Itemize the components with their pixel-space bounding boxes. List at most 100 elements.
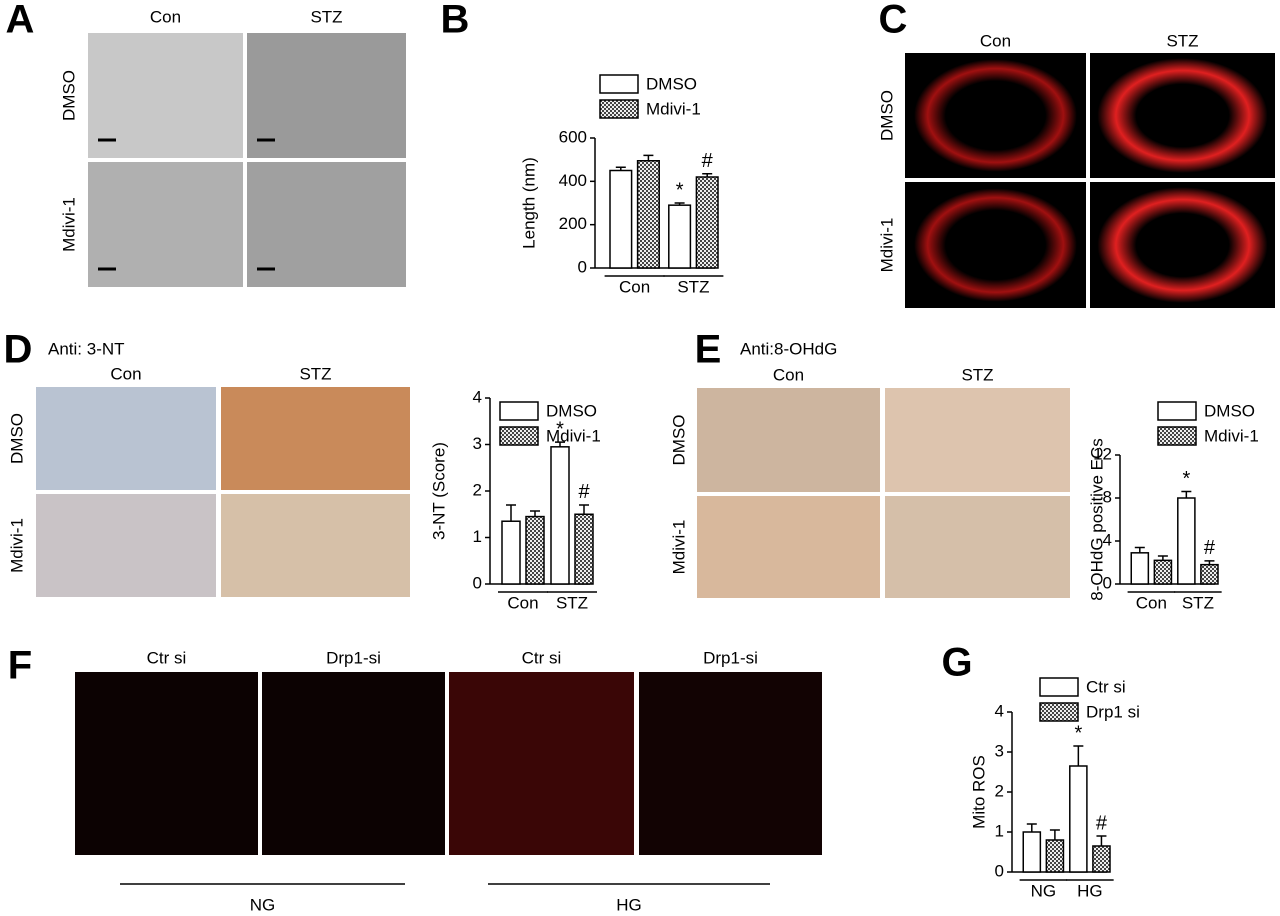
bar — [1130, 552, 1150, 585]
legend-swatch — [1039, 677, 1079, 697]
micrograph — [697, 496, 880, 598]
error-bar — [506, 504, 516, 522]
row-label: Mdivi-1 — [59, 197, 78, 252]
group-label: NG — [250, 895, 276, 914]
legend-swatch — [499, 426, 539, 446]
micrograph — [697, 388, 880, 492]
error-bar — [530, 510, 540, 517]
y-axis-label: Mito ROS — [969, 755, 988, 829]
micrograph — [449, 672, 634, 855]
x-tick-label: Con — [619, 277, 650, 296]
x-tick-label: STZ — [556, 593, 588, 612]
y-axis-label: 3-NT (Score) — [429, 442, 448, 540]
row-label: DMSO — [7, 413, 26, 464]
significance-marker: # — [1204, 537, 1216, 559]
y-tick-label: 0 — [1103, 573, 1112, 592]
y-tick-label: 600 — [559, 127, 587, 146]
column-label: STZ — [1166, 31, 1198, 50]
column-label: Con — [773, 365, 804, 384]
micrograph — [247, 162, 406, 287]
micrograph — [1090, 182, 1275, 308]
row-label: Mdivi-1 — [7, 518, 26, 573]
column-label: Con — [110, 364, 141, 383]
bar — [609, 169, 633, 269]
significance-marker: * — [676, 179, 684, 201]
legend-swatch — [1157, 401, 1197, 421]
error-bar — [1181, 490, 1192, 498]
y-tick-label: 400 — [559, 171, 587, 190]
y-tick-label: 0 — [995, 861, 1004, 880]
micrograph — [885, 496, 1070, 598]
y-tick-label: 1 — [473, 527, 482, 546]
error-bar — [1026, 823, 1037, 832]
y-tick-label: 2 — [473, 480, 482, 499]
error-bar — [1204, 560, 1215, 565]
micrograph — [221, 494, 410, 597]
y-axis-label: Length (nm) — [519, 157, 538, 249]
row-label: Mdivi-1 — [669, 520, 688, 575]
y-tick-label: 8 — [1103, 487, 1112, 506]
x-tick-label: HG — [1077, 881, 1103, 900]
legend-swatch — [599, 74, 639, 94]
y-tick-label: 1 — [995, 821, 1004, 840]
bar — [501, 520, 521, 585]
x-tick-label: Con — [507, 593, 538, 612]
micrograph — [36, 494, 216, 597]
error-bar — [643, 154, 654, 161]
x-tick-label: Con — [1136, 593, 1167, 612]
significance-marker: * — [1074, 722, 1082, 744]
bar — [668, 204, 692, 269]
y-tick-label: 4 — [995, 701, 1004, 720]
column-label: Ctr si — [522, 648, 562, 667]
stain-label: Anti: 3-NT — [48, 339, 125, 358]
micrograph — [885, 388, 1070, 492]
panel-letter: B — [441, 0, 470, 42]
micrograph — [36, 387, 216, 490]
bar — [1177, 497, 1196, 585]
bar — [1200, 563, 1219, 585]
panel-letter: D — [4, 328, 33, 372]
group-label: HG — [616, 895, 642, 914]
error-bar — [579, 504, 589, 515]
micrograph — [75, 672, 258, 855]
panel-letter: A — [6, 0, 35, 42]
legend-swatch — [1039, 702, 1079, 722]
error-bar — [615, 166, 626, 171]
error-bar — [1073, 745, 1084, 766]
bar — [636, 160, 660, 269]
micrograph — [221, 387, 410, 490]
y-tick-label: 2 — [995, 781, 1004, 800]
y-tick-label: 0 — [578, 257, 587, 276]
column-label: Drp1-si — [326, 648, 381, 667]
error-bar — [1134, 546, 1145, 553]
column-label: Ctr si — [147, 648, 187, 667]
bar — [695, 176, 719, 269]
significance-marker: # — [702, 150, 714, 172]
bar — [1069, 765, 1088, 873]
column-label: Con — [980, 31, 1011, 50]
panel-letter: F — [8, 644, 32, 688]
legend-label: DMSO — [1204, 401, 1255, 420]
legend-label: Drp1 si — [1086, 702, 1140, 721]
panel-letter: C — [879, 0, 908, 42]
significance-marker: * — [1182, 468, 1190, 490]
micrograph — [88, 162, 243, 287]
micrograph — [1090, 53, 1275, 178]
bar — [550, 446, 570, 585]
panel-letter: E — [695, 328, 722, 372]
error-bar — [1096, 835, 1107, 846]
row-label: DMSO — [877, 90, 896, 141]
legend-label: Mdivi-1 — [646, 99, 701, 118]
legend-swatch — [499, 401, 539, 421]
micrograph — [905, 53, 1086, 178]
row-label: Mdivi-1 — [877, 218, 896, 273]
column-label: Con — [150, 7, 181, 26]
y-tick-label: 0 — [473, 573, 482, 592]
y-axis-label: 8-OHdG positive ECs — [1087, 438, 1106, 601]
legend-label: Mdivi-1 — [1204, 426, 1259, 445]
y-tick-label: 200 — [559, 214, 587, 233]
y-tick-label: 12 — [1093, 444, 1112, 463]
bar — [1153, 559, 1173, 585]
micrograph — [262, 672, 445, 855]
